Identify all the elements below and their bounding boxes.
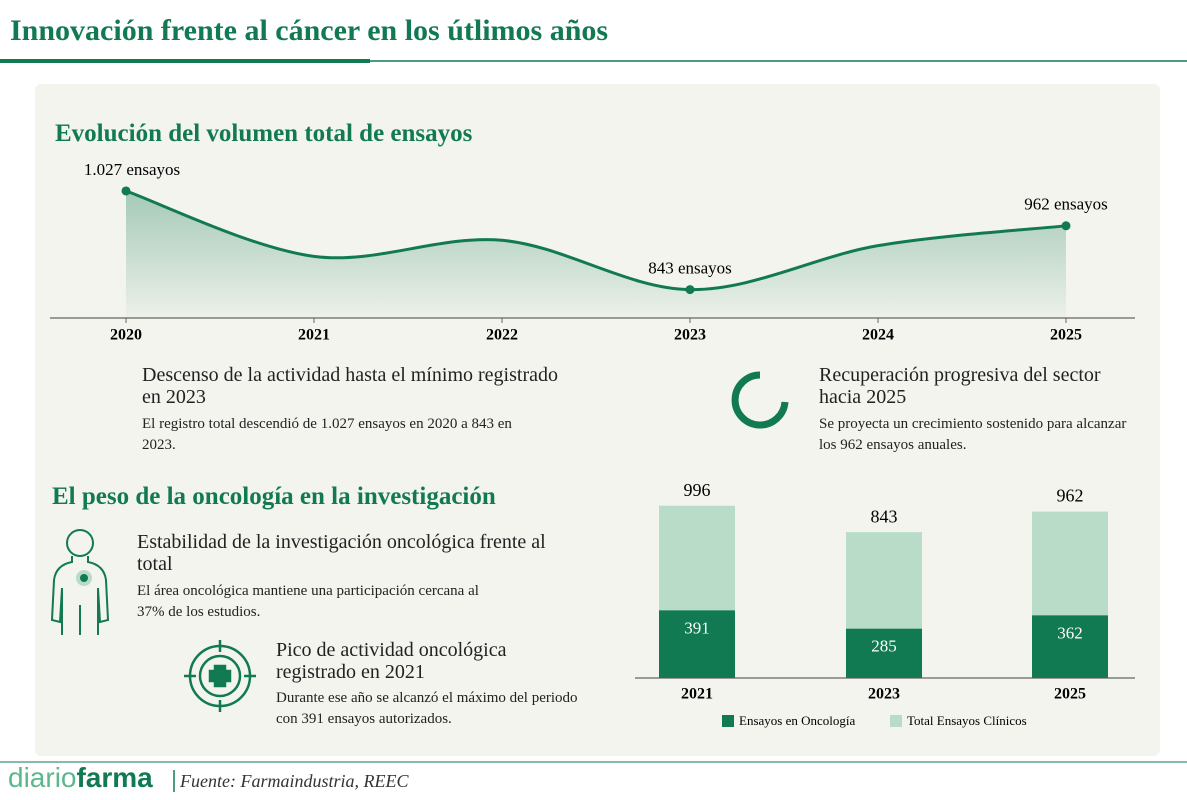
legend-label: Ensayos en Oncología (739, 713, 855, 728)
page-title: Innovación frente al cáncer en los útlim… (10, 14, 609, 47)
value-label: 285 (871, 637, 897, 656)
note-title: Recuperación progresiva del sector hacia… (819, 364, 1101, 408)
body-icon (50, 529, 110, 635)
area (126, 190, 1066, 318)
value-label: 391 (684, 618, 710, 637)
brand-part: farma (76, 762, 153, 793)
x-tick-label: 2025 (1050, 327, 1082, 344)
x-tick-label: 2022 (486, 327, 518, 344)
value-label: 843 (871, 506, 898, 526)
point (121, 186, 131, 196)
note-text: El área oncológica mantiene una particip… (137, 583, 479, 620)
line (125, 189, 1067, 292)
source: Fuente: Farmaindustria, REEC (180, 771, 409, 791)
value-label: 962 (1057, 486, 1084, 506)
bar (659, 610, 735, 678)
brand-part: diario (8, 762, 77, 793)
progress-icon (731, 371, 789, 429)
brand: diariofarma (8, 762, 153, 794)
x-tick-label: 2021 (298, 327, 330, 344)
value-label: 962 ensayos (1024, 195, 1108, 214)
note-title: Descenso de la actividad hasta el mínimo… (142, 364, 558, 408)
target-icon (184, 640, 256, 712)
point (1061, 221, 1071, 231)
note-title: Pico de actividad oncológica registrado … (276, 639, 507, 683)
value-label: 843 ensayos (648, 258, 732, 277)
x-tick-label: 2023 (868, 686, 900, 703)
note-title: Estabilidad de la investigación oncológi… (137, 531, 546, 575)
value-label: 362 (1057, 623, 1083, 642)
x-tick-label: 2025 (1054, 686, 1086, 703)
legend-swatch (890, 715, 902, 727)
x-tick-label: 2020 (110, 327, 142, 344)
legend-swatch (722, 715, 734, 727)
value-label: 1.027 ensayos (84, 160, 180, 179)
note-text: Durante ese año se alcanzó el máximo del… (276, 690, 578, 727)
chart-title: Evolución del volumen total de ensayos (55, 120, 473, 147)
value-label: 996 (684, 480, 711, 500)
note-text: Se proyecta un crecimiento sostenido par… (819, 416, 1127, 453)
bar (846, 628, 922, 678)
x-tick-label: 2024 (862, 327, 894, 344)
x-tick-label: 2021 (681, 686, 713, 703)
x-tick-label: 2023 (674, 327, 706, 344)
point (685, 285, 695, 295)
note-text: El registro total descendió de 1.027 ens… (142, 416, 512, 453)
bar (1032, 615, 1108, 678)
chart-title: El peso de la oncología en la investigac… (52, 483, 496, 510)
legend-label: Total Ensayos Clínicos (907, 713, 1027, 728)
